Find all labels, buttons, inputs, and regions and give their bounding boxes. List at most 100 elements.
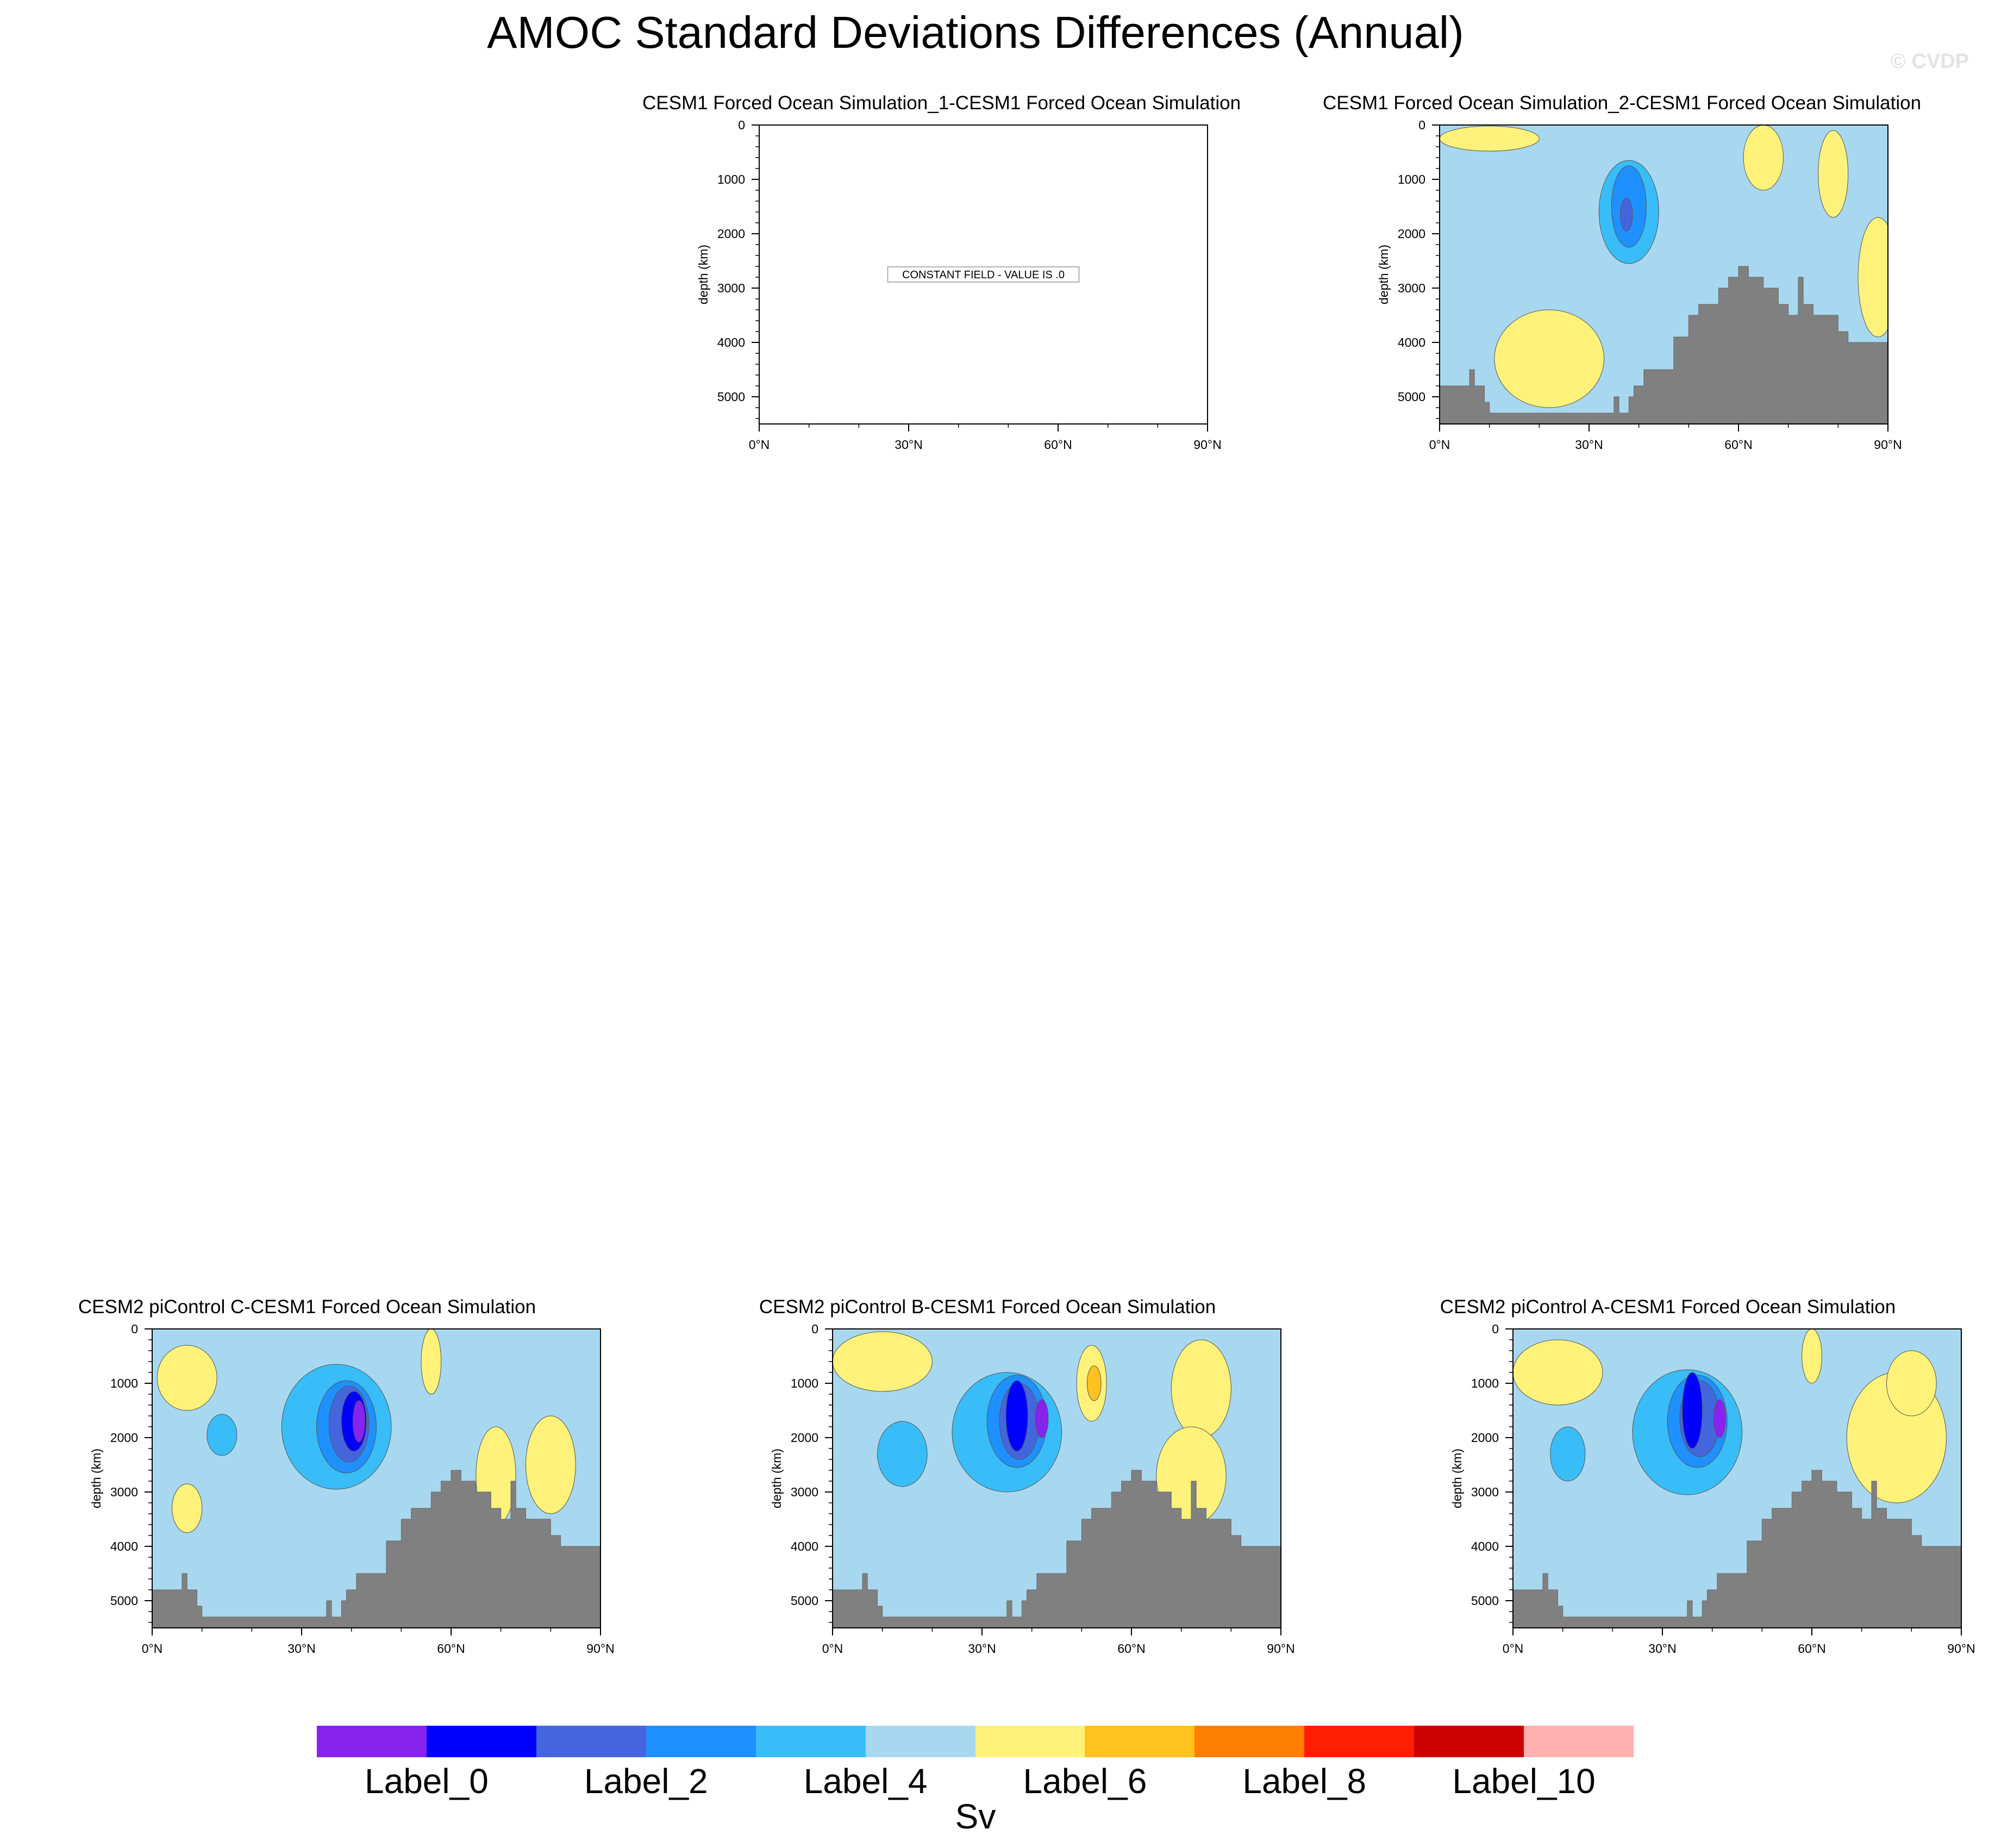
panel-2: CESM1 Forced Ocean Simulation_2-CESM1 Fo… <box>1323 92 1921 495</box>
y-tick-label: 3000 <box>1471 1485 1499 1499</box>
y-tick-label: 1000 <box>791 1376 818 1390</box>
x-tick-label: 60°N <box>1724 438 1752 452</box>
colorbar-swatch-11 <box>1524 1726 1634 1757</box>
y-tick-label: 3000 <box>110 1485 138 1499</box>
contour-region-10 <box>1035 1399 1049 1438</box>
y-tick-label: 2000 <box>717 227 745 241</box>
panel-plot: CONSTANT FIELD - VALUE IS .0 0 1000 2000 300… <box>696 118 1222 452</box>
y-tick-label: 5000 <box>1471 1594 1499 1608</box>
panel-plot: 0 1000 2000 3000 4000 5000 0°N 30°N 60°N 90°N dept… <box>1450 1322 1975 1656</box>
y-tick-label: 0 <box>738 118 745 132</box>
contour-region-0 <box>157 1345 217 1411</box>
y-tick-label: 4000 <box>717 335 745 349</box>
colorbar-swatch-8 <box>1195 1726 1305 1757</box>
y-tick-label: 1000 <box>1471 1376 1499 1390</box>
bathymetry-mask <box>152 1470 601 1628</box>
contour-region-0 <box>1440 126 1540 152</box>
contour-region-5 <box>877 1421 928 1487</box>
plot-frame <box>1439 124 1888 424</box>
contour-region-3 <box>1886 1350 1937 1416</box>
contour-region-8 <box>1682 1372 1703 1449</box>
colorbar-swatch-2 <box>536 1726 646 1757</box>
x-tick-label: 90°N <box>1267 1641 1294 1656</box>
colorbar-swatch-6 <box>975 1726 1085 1757</box>
colorbar-label: Label_8 <box>1242 1762 1367 1801</box>
colorbar-label: Label_4 <box>803 1762 928 1801</box>
contour-region-1 <box>172 1483 203 1533</box>
y-tick-label: 5000 <box>1398 390 1425 404</box>
contour-region-7 <box>1620 198 1633 232</box>
y-tick-label: 5000 <box>791 1594 818 1608</box>
y-tick-label: 2000 <box>791 1431 818 1445</box>
y-tick-label: 3000 <box>1398 281 1425 295</box>
colorbar-labels: Label_0 Label_2 Label_4 Label_6 Label_8 Label… <box>317 1761 1634 1805</box>
contour-region-2 <box>1818 130 1849 218</box>
colorbar-label: Label_2 <box>584 1762 708 1801</box>
contour-region-0 <box>833 1331 933 1392</box>
panel-title: CESM1 Forced Ocean Simulation_1-CESM1 Fo… <box>642 92 1241 114</box>
contour-region-2 <box>1802 1329 1822 1384</box>
x-tick-label: 90°N <box>1947 1641 1975 1656</box>
x-tick-label: 30°N <box>968 1641 996 1656</box>
y-tick-label: 1000 <box>717 172 745 186</box>
y-tick-label: 4000 <box>110 1539 138 1553</box>
x-tick-label: 0°N <box>1429 438 1450 452</box>
contour-region-1 <box>1171 1339 1231 1438</box>
figure-title: AMOC Standard Deviations Differences (An… <box>487 7 1464 58</box>
y-tick-label: 1000 <box>110 1376 138 1390</box>
contour-region-0 <box>1513 1339 1603 1406</box>
plot-frame <box>832 1328 1281 1628</box>
x-tick-label: 60°N <box>1117 1641 1145 1656</box>
x-tick-label: 60°N <box>1798 1641 1825 1656</box>
y-axis-label: depth (km) <box>696 245 710 304</box>
panel-plot: 0 1000 2000 3000 4000 5000 0°N 30°N 60°N 90°N dept… <box>770 1322 1295 1656</box>
colorbar-swatch-5 <box>865 1726 975 1757</box>
panel-3: CESM2 piControl C-CESM1 Forced Ocean Sim… <box>35 1296 615 1699</box>
y-axis-label: depth (km) <box>1377 245 1391 304</box>
cvdp-watermark: © CVDP <box>1890 50 1969 73</box>
contour-region-10 <box>352 1400 365 1443</box>
panel-1: CESM1 Forced Ocean Simulation_1-CESM1 Fo… <box>642 92 1241 495</box>
colorbar-label: Label_0 <box>365 1762 489 1801</box>
x-tick-label: 0°N <box>1503 1641 1524 1656</box>
y-tick-label: 0 <box>131 1322 138 1336</box>
constant-field-note: CONSTANT FIELD - VALUE IS .0 <box>902 269 1065 281</box>
contour-region-4 <box>1494 309 1604 408</box>
x-tick-label: 90°N <box>1874 438 1902 452</box>
y-axis-label: depth (km) <box>89 1449 103 1508</box>
plot-frame <box>1512 1328 1962 1628</box>
bathymetry-mask <box>1440 266 1888 424</box>
contour-region-9 <box>1713 1399 1726 1438</box>
y-tick-label: 5000 <box>717 390 745 404</box>
y-tick-label: 2000 <box>110 1431 138 1445</box>
contour-region-3 <box>1858 217 1888 338</box>
plot-frame <box>152 1328 601 1628</box>
colorbar-swatch-0 <box>317 1726 427 1757</box>
y-tick-label: 1000 <box>1398 172 1425 186</box>
y-tick-label: 0 <box>1418 118 1425 132</box>
x-tick-label: 0°N <box>142 1641 163 1656</box>
y-tick-label: 2000 <box>1471 1431 1499 1445</box>
y-tick-label: 4000 <box>791 1539 818 1553</box>
colorbar-swatch-10 <box>1414 1726 1524 1757</box>
x-tick-label: 60°N <box>437 1641 465 1656</box>
panel-title: CESM2 piControl B-CESM1 Forced Ocean Sim… <box>759 1296 1216 1318</box>
bathymetry-mask <box>1513 1470 1961 1628</box>
y-tick-label: 0 <box>1492 1322 1499 1336</box>
x-tick-label: 0°N <box>749 438 770 452</box>
y-tick-label: 4000 <box>1471 1539 1499 1553</box>
contour-region-4 <box>1550 1426 1586 1482</box>
bathymetry-mask <box>833 1470 1281 1628</box>
contour-region-1 <box>1743 125 1784 191</box>
colorbar-swatch-9 <box>1304 1726 1415 1757</box>
panel-4: CESM2 piControl B-CESM1 Forced Ocean Sim… <box>716 1296 1295 1699</box>
contour-region-5 <box>207 1414 237 1456</box>
panel-title: CESM2 piControl A-CESM1 Forced Ocean Sim… <box>1440 1296 1896 1318</box>
y-tick-label: 3000 <box>791 1485 818 1499</box>
plot-frame <box>759 124 1208 424</box>
colorbar <box>317 1726 1634 1757</box>
y-tick-label: 3000 <box>717 281 745 295</box>
x-tick-label: 30°N <box>1575 438 1603 452</box>
panel-plot: 0 1000 2000 3000 4000 5000 0°N 30°N 60°N 90°N dept… <box>1377 118 1902 452</box>
panel-title: CESM2 piControl C-CESM1 Forced Ocean Sim… <box>78 1296 536 1318</box>
